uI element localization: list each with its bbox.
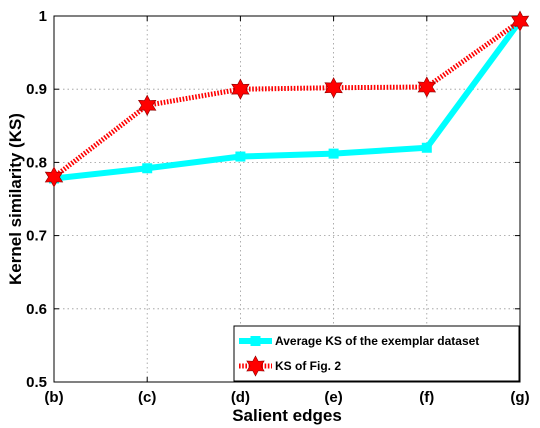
plot-frame (53, 15, 521, 383)
data-point-ks-fig2 (44, 166, 64, 188)
data-point-ks-fig2 (417, 76, 437, 98)
data-point-ks-fig2 (231, 78, 250, 100)
series-average-ks (49, 16, 525, 184)
x-tick-label: (d) (231, 389, 250, 406)
series-line-average-ks (53, 19, 523, 182)
data-point-average-ks (142, 163, 153, 174)
legend-label-ks-fig2: KS of Fig. 2 (275, 359, 341, 373)
legend: Average KS of the exemplar dataset KS of… (233, 325, 520, 382)
data-point-average-ks (421, 142, 432, 153)
series-layer (44, 10, 530, 188)
y-axis-label: Kernel similarity (KS) (6, 113, 25, 285)
data-point-ks-fig2 (324, 77, 343, 99)
data-point-average-ks (328, 148, 339, 159)
x-tick-label: (e) (324, 389, 342, 406)
x-tick-label: (f) (419, 389, 434, 406)
series-ks-fig2 (44, 10, 530, 188)
tick-labels: (b) (c) (d) (e) (f) (g) 0.5 0.6 0.7 0.8 0.9 1 (26, 8, 529, 406)
y-tick-label: 1 (39, 8, 47, 25)
y-tick-label: 0.5 (26, 374, 47, 391)
legend-swatch-marker-ks-fig2 (246, 355, 265, 377)
data-point-average-ks (235, 151, 246, 162)
legend-label-average-ks: Average KS of the exemplar dataset (275, 334, 479, 348)
legend-item-ks-fig2: KS of Fig. 2 (239, 355, 341, 377)
x-tick-label: (c) (138, 389, 156, 406)
legend-item-average-ks: Average KS of the exemplar dataset (239, 334, 479, 348)
y-tick-label: 0.7 (26, 228, 47, 245)
data-point-ks-fig2 (137, 94, 157, 116)
x-axis-label: Salient edges (232, 406, 342, 425)
grid-lines (54, 16, 520, 382)
legend-swatch-marker-average-ks (250, 336, 261, 346)
y-tick-label: 0.8 (26, 154, 47, 171)
x-tick-label: (b) (44, 389, 63, 406)
x-tick-label: (g) (510, 389, 529, 406)
y-tick-label: 0.9 (26, 81, 47, 98)
legend-box (233, 325, 520, 382)
data-point-ks-fig2 (510, 10, 530, 32)
y-tick-label: 0.6 (26, 301, 47, 318)
